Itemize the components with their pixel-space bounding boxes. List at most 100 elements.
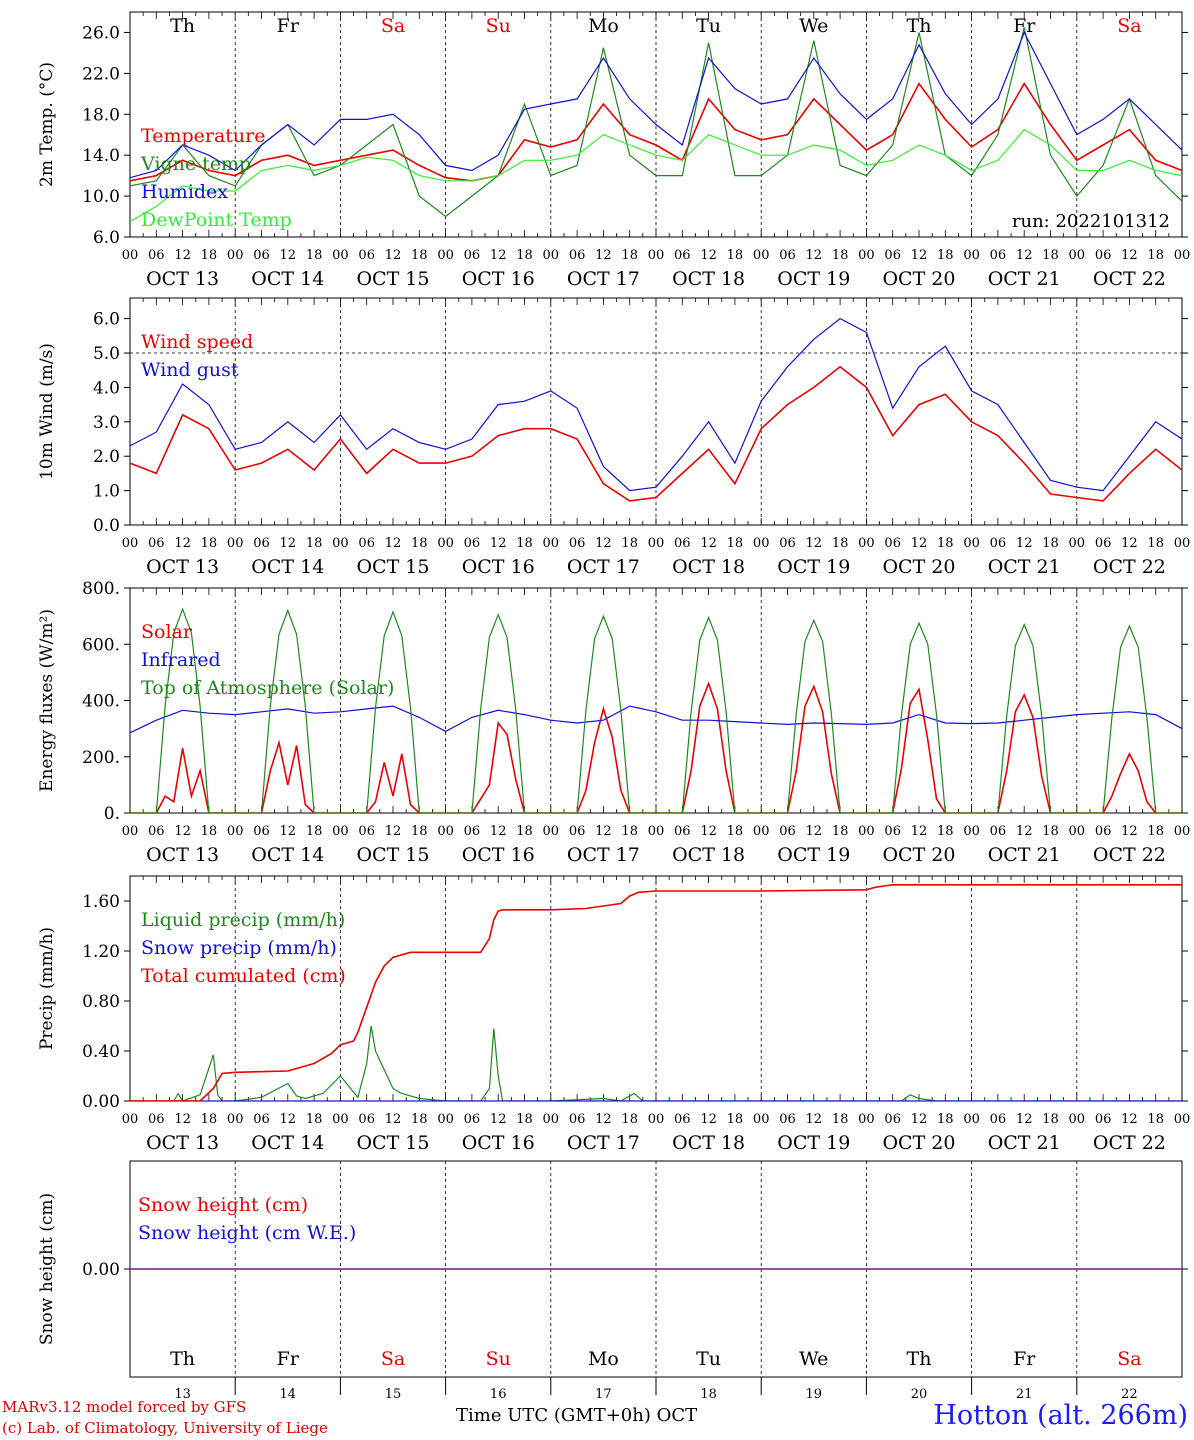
day-abbr: Su	[486, 15, 511, 37]
y-tick-label: 26.0	[82, 23, 120, 43]
date-label: OCT 14	[251, 556, 324, 578]
day-abbr: Mo	[588, 1348, 619, 1370]
y-tick-label: 0.40	[82, 1042, 120, 1062]
hour-label: 00	[858, 248, 875, 263]
hour-label: 18	[727, 1112, 744, 1127]
hour-label: 06	[884, 536, 901, 551]
day-number: 19	[806, 1387, 823, 1402]
hour-label: 06	[674, 248, 691, 263]
date-label: OCT 13	[146, 1132, 219, 1154]
hour-label: 18	[727, 824, 744, 839]
hour-label: 00	[753, 248, 770, 263]
day-abbr: Th	[170, 1348, 195, 1370]
x-axis-title: Time UTC (GMT+0h) OCT	[456, 1405, 698, 1426]
hour-label: 18	[1147, 824, 1164, 839]
hour-label: 00	[122, 824, 139, 839]
hour-label: 00	[227, 248, 244, 263]
y-tick-label: 1.0	[93, 482, 120, 502]
date-label: OCT 19	[777, 556, 850, 578]
hour-label: 12	[280, 536, 297, 551]
hour-label: 18	[937, 248, 954, 263]
hour-label: 18	[1147, 536, 1164, 551]
hour-label: 06	[569, 1112, 586, 1127]
hour-label: 00	[437, 536, 454, 551]
hour-label: 12	[806, 248, 823, 263]
hour-label: 18	[306, 248, 323, 263]
date-label: OCT 14	[251, 268, 324, 290]
date-label: OCT 14	[251, 1132, 324, 1154]
series-line	[130, 27, 1182, 218]
hour-label: 18	[727, 248, 744, 263]
hour-label: 18	[201, 248, 218, 263]
y-tick-label: 6.0	[93, 228, 120, 248]
hour-label: 18	[937, 824, 954, 839]
hour-label: 00	[1174, 1112, 1191, 1127]
day-abbr: Sa	[1117, 1348, 1141, 1370]
hour-label: 18	[727, 536, 744, 551]
date-label: OCT 13	[146, 844, 219, 866]
date-label: OCT 20	[882, 844, 955, 866]
day-number: 15	[385, 1387, 402, 1402]
hour-label: 06	[358, 248, 375, 263]
day-abbr: Th	[170, 15, 195, 37]
panel-5: 0.00 Snow height (cm) Snow height (cm) Snow…	[37, 1160, 1188, 1402]
y-tick-label: 800.	[82, 579, 120, 599]
day-abbr: Sa	[381, 15, 405, 37]
hour-label: 18	[1147, 248, 1164, 263]
hour-label: 12	[911, 824, 928, 839]
date-label: OCT 21	[988, 1132, 1061, 1154]
hour-label: 00	[753, 1112, 770, 1127]
hour-label: 06	[464, 536, 481, 551]
day-number: 18	[700, 1387, 717, 1402]
y-tick-label: 200.	[82, 748, 120, 768]
legend-entry: Wind gust	[141, 359, 239, 381]
panel-1: 6.0 10.0 14.0 18.0 22.0 26.0 2m Temp. (°C) Temp…	[37, 11, 1190, 290]
hour-label: 12	[806, 1112, 823, 1127]
hour-label: 06	[990, 824, 1007, 839]
legend-entry: Snow height (cm)	[138, 1194, 308, 1216]
hour-label: 12	[1121, 248, 1138, 263]
y-tick-label: 0.00	[82, 1092, 120, 1112]
hour-label: 06	[464, 1112, 481, 1127]
hour-label: 06	[1095, 536, 1112, 551]
y-tick-label: 22.0	[82, 64, 120, 84]
hour-label: 18	[201, 1112, 218, 1127]
hour-label: 12	[385, 248, 402, 263]
hour-label: 00	[332, 248, 349, 263]
y-tick-label: 10.0	[82, 187, 120, 207]
day-abbr: Mo	[588, 15, 619, 37]
hour-label: 12	[1016, 248, 1033, 263]
hour-label: 00	[543, 1112, 560, 1127]
date-label: OCT 20	[882, 556, 955, 578]
hour-label: 18	[516, 248, 533, 263]
day-abbr: Th	[907, 15, 932, 37]
hour-label: 06	[1095, 248, 1112, 263]
hour-label: 06	[674, 536, 691, 551]
run-label: run: 2022101312	[1012, 211, 1170, 232]
y-tick-label: 0.0	[93, 516, 120, 536]
hour-label: 18	[621, 824, 638, 839]
hour-label: 06	[779, 536, 796, 551]
y-tick-label: 1.60	[82, 892, 120, 912]
hour-label: 12	[806, 536, 823, 551]
legend-entry: Solar	[141, 621, 193, 643]
hour-label: 12	[174, 536, 191, 551]
hour-label: 12	[280, 248, 297, 263]
y-tick-label: 0.00	[82, 1260, 120, 1280]
y-axis-label: Precip (mm/h)	[37, 927, 57, 1050]
legend-entry: Top of Atmosphere (Solar)	[141, 677, 394, 699]
day-abbr: We	[799, 1348, 828, 1370]
hour-label: 06	[148, 824, 165, 839]
hour-label: 06	[884, 1112, 901, 1127]
day-abbr: Fr	[277, 15, 300, 37]
hour-label: 18	[621, 248, 638, 263]
hour-label: 00	[648, 248, 665, 263]
date-label: OCT 18	[672, 844, 745, 866]
date-label: OCT 13	[146, 268, 219, 290]
y-tick-label: 0.80	[82, 992, 120, 1012]
date-label: OCT 16	[462, 844, 535, 866]
date-label: OCT 17	[567, 844, 640, 866]
series-line	[130, 681, 1182, 813]
panel-2: 0.0 1.0 2.0 3.0 4.0 5.0 6.0 10m Wind (m/s) Wind …	[37, 297, 1190, 578]
